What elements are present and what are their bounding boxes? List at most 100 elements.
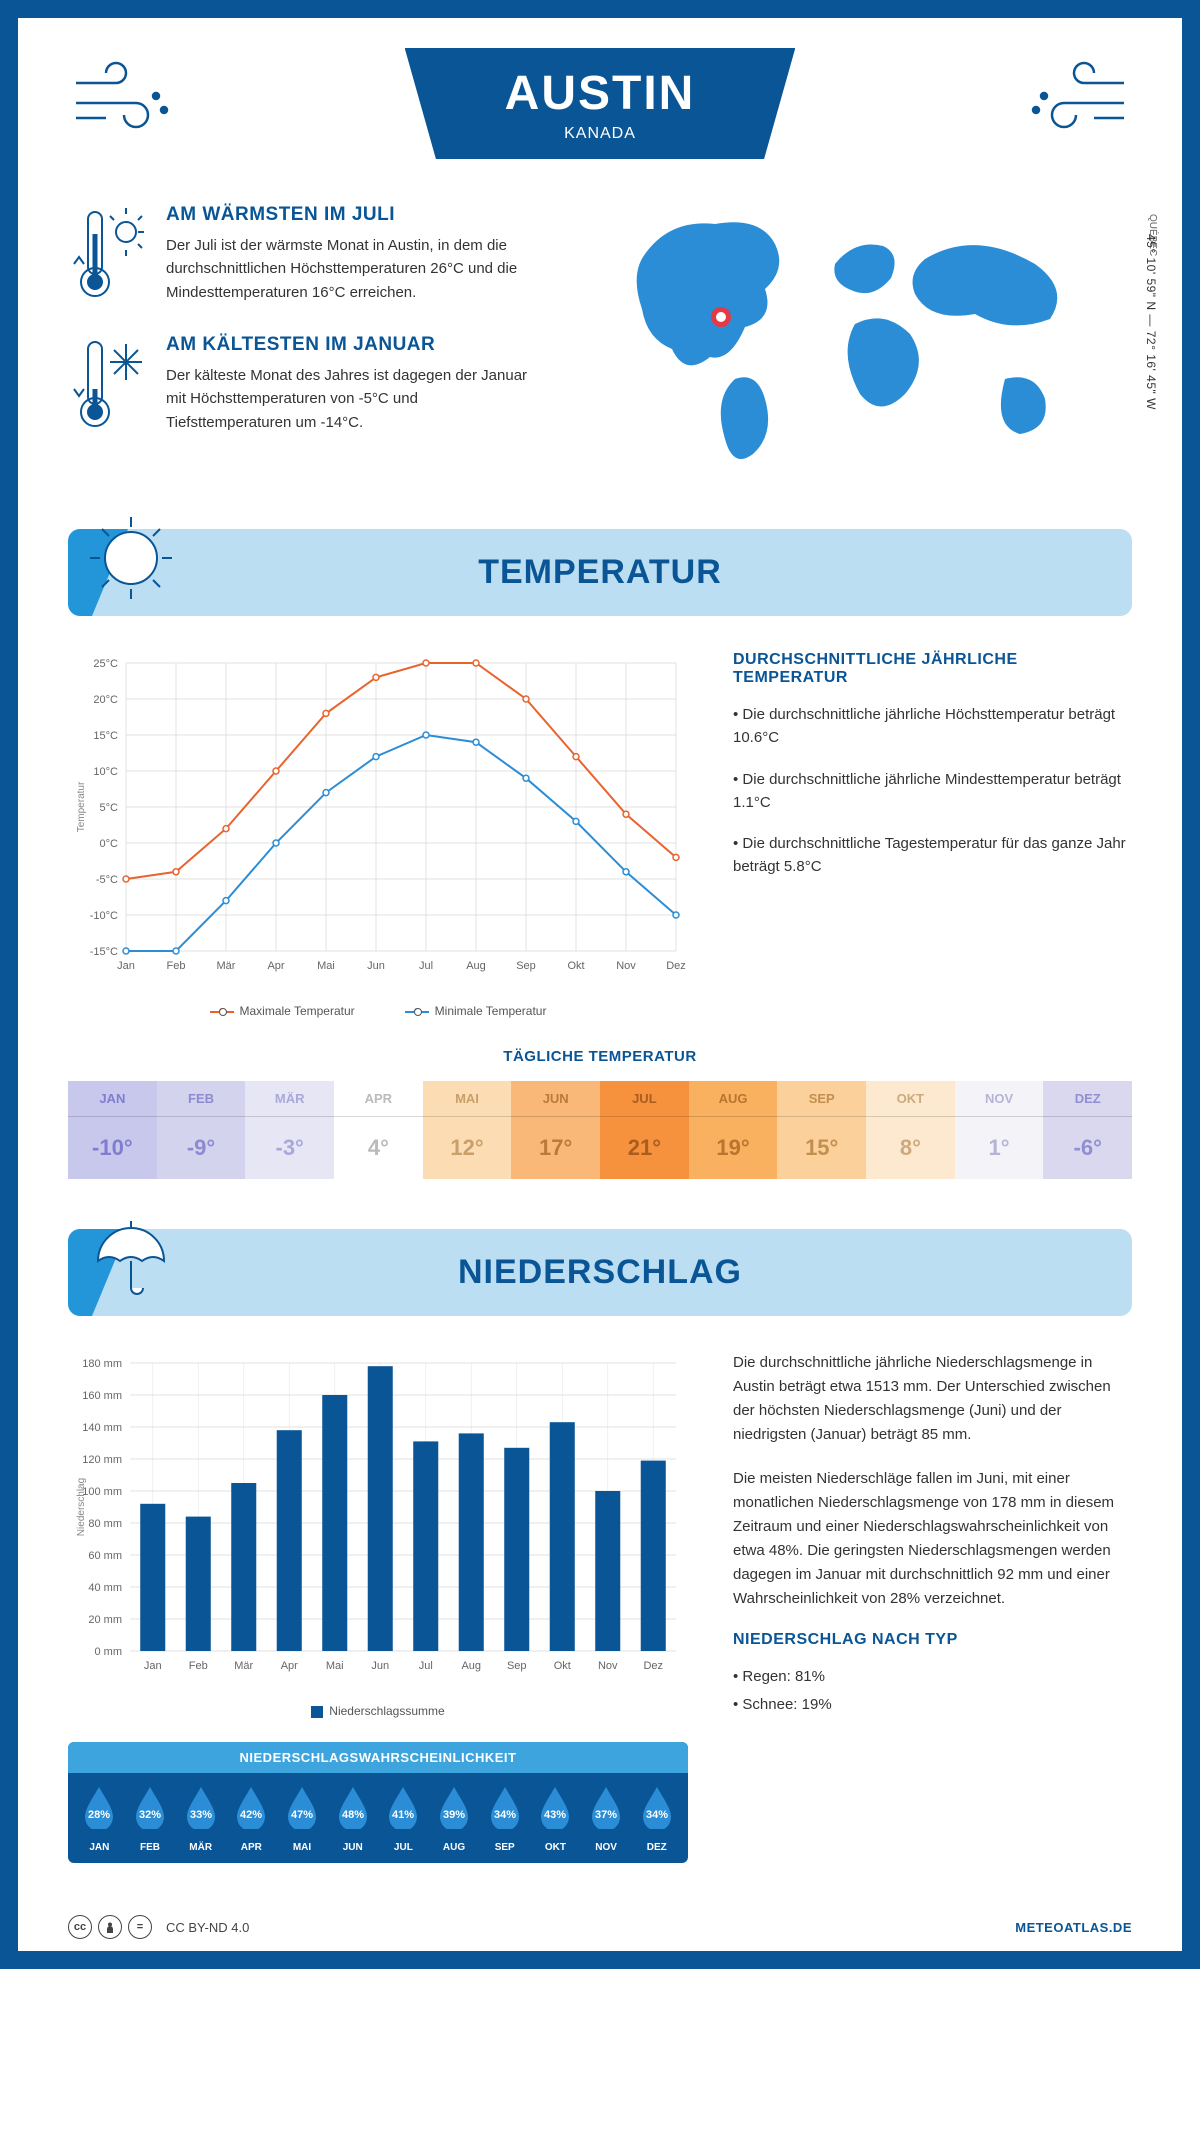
svg-text:120 mm: 120 mm xyxy=(82,1454,122,1466)
svg-text:20°C: 20°C xyxy=(93,694,118,706)
precip-type-bullet: • Regen: 81% xyxy=(733,1665,1132,1689)
probability-cell: 34%SEP xyxy=(479,1785,530,1853)
warmest-title: AM WÄRMSTEN IM JULI xyxy=(166,204,538,226)
header-banner: AUSTIN KANADA xyxy=(405,48,796,159)
svg-text:Feb: Feb xyxy=(189,1660,208,1672)
svg-text:5°C: 5°C xyxy=(100,802,119,814)
probability-cell: 28%JAN xyxy=(74,1785,125,1853)
coldest-text: Der kälteste Monat des Jahres ist dagege… xyxy=(166,364,538,434)
probability-band: NIEDERSCHLAGSWAHRSCHEINLICHKEIT 28%JAN32… xyxy=(68,1742,688,1863)
svg-text:60 mm: 60 mm xyxy=(88,1550,122,1562)
city-name: AUSTIN xyxy=(505,66,696,121)
daily-temp-cell: JUN17° xyxy=(511,1081,600,1179)
svg-text:20 mm: 20 mm xyxy=(88,1614,122,1626)
svg-text:-10°C: -10°C xyxy=(90,910,118,922)
coordinates: 45° 10' 59" N — 72° 16' 45" W xyxy=(1144,234,1158,410)
svg-text:Temperatur: Temperatur xyxy=(76,781,87,832)
svg-text:Nov: Nov xyxy=(598,1660,618,1672)
probability-cell: 32%FEB xyxy=(125,1785,176,1853)
svg-text:Mai: Mai xyxy=(317,960,335,972)
coldest-title: AM KÄLTESTEN IM JANUAR xyxy=(166,334,538,356)
probability-cell: 41%JUL xyxy=(378,1785,429,1853)
svg-text:32%: 32% xyxy=(139,1809,161,1821)
svg-text:Dez: Dez xyxy=(666,960,686,972)
precip-legend: Niederschlagssumme xyxy=(68,1704,688,1718)
svg-text:Aug: Aug xyxy=(461,1660,481,1672)
svg-text:40 mm: 40 mm xyxy=(88,1582,122,1594)
svg-text:Sep: Sep xyxy=(507,1660,527,1672)
cc-license-icons: cc = CC BY-ND 4.0 xyxy=(68,1915,249,1939)
temp-bullet: • Die durchschnittliche jährliche Mindes… xyxy=(733,768,1132,815)
svg-text:100 mm: 100 mm xyxy=(82,1486,122,1498)
footer: cc = CC BY-ND 4.0 METEOATLAS.DE xyxy=(18,1903,1182,1951)
wind-icon xyxy=(68,58,178,138)
svg-text:140 mm: 140 mm xyxy=(82,1422,122,1434)
svg-text:43%: 43% xyxy=(544,1809,566,1821)
section-title: NIEDERSCHLAG xyxy=(68,1253,1132,1292)
daily-temp-cell: AUG19° xyxy=(689,1081,778,1179)
svg-text:Mai: Mai xyxy=(326,1660,344,1672)
temp-bullet: • Die durchschnittliche jährliche Höchst… xyxy=(733,703,1132,750)
daily-temp-cell: JUL21° xyxy=(600,1081,689,1179)
probability-cell: 34%DEZ xyxy=(631,1785,682,1853)
precip-type-bullet: • Schnee: 19% xyxy=(733,1693,1132,1717)
svg-text:-5°C: -5°C xyxy=(96,874,118,886)
precip-type-heading: NIEDERSCHLAG NACH TYP xyxy=(733,1631,1132,1649)
precip-paragraph: Die meisten Niederschläge fallen im Juni… xyxy=(733,1467,1132,1611)
svg-text:Apr: Apr xyxy=(281,1660,298,1672)
daily-temp-cell: JAN-10° xyxy=(68,1081,157,1179)
probability-cell: 43%OKT xyxy=(530,1785,581,1853)
thermometer-sun-icon xyxy=(68,204,148,304)
daily-temp-cell: NOV1° xyxy=(955,1081,1044,1179)
svg-text:Niederschlag: Niederschlag xyxy=(76,1478,87,1536)
probability-cell: 37%NOV xyxy=(581,1785,632,1853)
umbrella-icon xyxy=(86,1213,176,1303)
daily-temp-cell: OKT8° xyxy=(866,1081,955,1179)
svg-text:Mär: Mär xyxy=(217,960,236,972)
temperature-banner: TEMPERATUR xyxy=(68,529,1132,616)
avg-temp-heading: DURCHSCHNITTLICHE JÄHRLICHE TEMPERATUR xyxy=(733,651,1132,687)
svg-text:Jul: Jul xyxy=(419,1660,433,1672)
daily-temp-cell: MÄR-3° xyxy=(245,1081,334,1179)
probability-cell: 33%MÄR xyxy=(175,1785,226,1853)
svg-text:48%: 48% xyxy=(342,1809,364,1821)
svg-text:15°C: 15°C xyxy=(93,730,118,742)
daily-temp-cell: SEP15° xyxy=(777,1081,866,1179)
svg-text:42%: 42% xyxy=(240,1809,262,1821)
svg-text:160 mm: 160 mm xyxy=(82,1390,122,1402)
precipitation-banner: NIEDERSCHLAG xyxy=(68,1229,1132,1316)
svg-text:34%: 34% xyxy=(646,1809,668,1821)
thermometer-snow-icon xyxy=(68,334,148,434)
header: AUSTIN KANADA xyxy=(68,48,1132,159)
temperature-legend: Maximale TemperaturMinimale Temperatur xyxy=(68,1004,688,1018)
precipitation-bar-chart: 0 mm20 mm40 mm60 mm80 mm100 mm120 mm140 … xyxy=(68,1351,688,1691)
wind-icon xyxy=(1022,58,1132,138)
section-title: TEMPERATUR xyxy=(68,553,1132,592)
svg-text:Okt: Okt xyxy=(567,960,584,972)
svg-text:Apr: Apr xyxy=(267,960,284,972)
temperature-line-chart: -15°C-10°C-5°C0°C5°C10°C15°C20°C25°CJanF… xyxy=(68,651,688,991)
svg-text:-15°C: -15°C xyxy=(90,946,118,958)
svg-text:Feb: Feb xyxy=(167,960,186,972)
svg-text:80 mm: 80 mm xyxy=(88,1518,122,1530)
svg-text:Nov: Nov xyxy=(616,960,636,972)
warmest-text: Der Juli ist der wärmste Monat in Austin… xyxy=(166,234,538,304)
world-map: QUÉBEC 45° 10' 59" N — 72° 16' 45" W xyxy=(578,204,1132,489)
country-name: KANADA xyxy=(505,125,696,143)
svg-text:37%: 37% xyxy=(595,1809,617,1821)
svg-text:Jul: Jul xyxy=(419,960,433,972)
svg-text:Aug: Aug xyxy=(466,960,486,972)
svg-text:28%: 28% xyxy=(88,1809,110,1821)
svg-text:Jan: Jan xyxy=(144,1660,162,1672)
warmest-block: AM WÄRMSTEN IM JULI Der Juli ist der wär… xyxy=(68,204,538,304)
probability-cell: 48%JUN xyxy=(327,1785,378,1853)
probability-title: NIEDERSCHLAGSWAHRSCHEINLICHKEIT xyxy=(68,1742,688,1773)
svg-text:47%: 47% xyxy=(291,1809,313,1821)
svg-text:180 mm: 180 mm xyxy=(82,1358,122,1370)
license-text: CC BY-ND 4.0 xyxy=(166,1920,249,1935)
precip-legend-label: Niederschlagssumme xyxy=(329,1704,444,1718)
svg-text:Mär: Mär xyxy=(234,1660,253,1672)
probability-cell: 39%AUG xyxy=(429,1785,480,1853)
map-pin-icon xyxy=(711,307,731,327)
probability-cell: 47%MAI xyxy=(277,1785,328,1853)
